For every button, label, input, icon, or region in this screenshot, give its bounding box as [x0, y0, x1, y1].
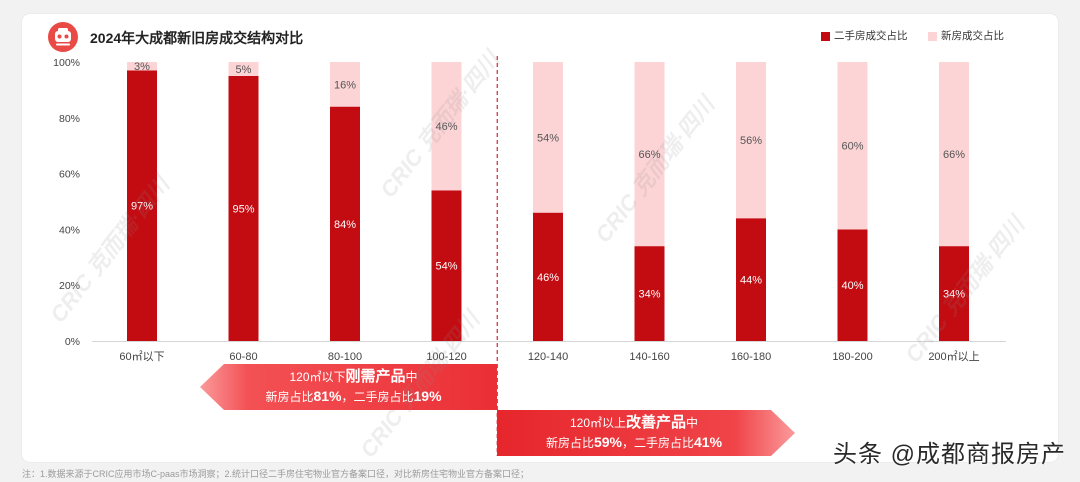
bar-new-home-8 [939, 62, 969, 247]
x-tick-label-7: 180-200 [832, 351, 872, 363]
annotation-label-2: ，二手房占比 [622, 436, 695, 450]
y-tick-label-3: 60% [59, 169, 80, 181]
data-label-new-home-1: 5% [236, 64, 252, 76]
footnote: 注：1.数据来源于CRIC应用市场C-paas市场洞察；2.统计口径二手房住宅物… [22, 469, 530, 479]
annotation-emphasis: 改善产品 [626, 414, 687, 431]
legend-label-new-home: 新房成交占比 [941, 30, 1004, 42]
data-label-second-hand-1: 95% [232, 203, 254, 215]
y-tick-label-0: 0% [65, 336, 80, 348]
bar-second-hand-0 [127, 70, 157, 342]
annotation-banner-below-120: 120㎡以下刚需产品中 新房占比81%，二手房占比19% [200, 364, 497, 410]
data-label-new-home-3: 46% [435, 121, 457, 133]
bar-new-home-4 [533, 62, 563, 213]
x-tick-label-6: 160-180 [731, 351, 771, 363]
legend-item-second-hand: 二手房成交占比 [821, 29, 908, 43]
legend-item-new-home: 新房成交占比 [928, 29, 1004, 43]
annotation-banner-above-120: 120㎡以上改善产品中 新房占比59%，二手房占比41% [497, 410, 795, 456]
annotation-line-1: 120㎡以上改善产品中 [570, 413, 698, 433]
bar-second-hand-6 [736, 218, 766, 341]
data-label-new-home-2: 16% [334, 79, 356, 91]
bar-second-hand-4 [533, 212, 563, 341]
bar-second-hand-5 [634, 246, 665, 341]
chart-title: 2024年大成都新旧房成交结构对比 [90, 30, 304, 46]
annotation-suffix: 中 [405, 370, 418, 384]
data-label-new-home-0: 3% [134, 61, 150, 73]
annotation-line-2: 新房占比59%，二手房占比41% [546, 433, 722, 453]
annotation-prefix: 120㎡以上 [569, 416, 626, 430]
annotation-value-1: 59% [593, 434, 622, 450]
legend-label-second-hand: 二手房成交占比 [834, 30, 908, 42]
data-label-second-hand-2: 84% [334, 219, 356, 231]
data-label-new-home-4: 54% [537, 132, 559, 144]
y-tick-label-5: 100% [53, 57, 80, 69]
data-label-second-hand-7: 40% [841, 280, 863, 292]
house-logo-icon [48, 22, 78, 52]
data-label-second-hand-6: 44% [740, 275, 762, 287]
x-tick-label-8: 200㎡以上 [928, 350, 979, 363]
x-tick-label-0: 60㎡以下 [119, 350, 164, 363]
annotation-line-1: 120㎡以下刚需产品中 [289, 367, 417, 387]
data-label-new-home-6: 56% [740, 135, 762, 147]
data-label-new-home-8: 66% [943, 149, 965, 161]
bar-second-hand-2 [330, 106, 360, 341]
annotation-suffix: 中 [686, 416, 699, 430]
data-label-second-hand-4: 46% [537, 272, 559, 284]
data-label-second-hand-5: 34% [638, 289, 660, 301]
source-watermark: 头条 @成都商报房产 [832, 441, 1066, 468]
bar-new-home-5 [634, 62, 665, 247]
x-tick-label-1: 60-80 [229, 351, 257, 363]
y-tick-label-1: 20% [59, 280, 80, 292]
annotation-emphasis: 刚需产品 [345, 368, 406, 385]
legend-swatch-second-hand [821, 31, 830, 41]
x-tick-label-3: 100-120 [426, 351, 466, 363]
annotation-prefix: 120㎡以下 [289, 370, 346, 384]
x-tick-label-4: 120-140 [528, 351, 568, 363]
annotation-value-2: 41% [694, 434, 723, 450]
bar-second-hand-3 [431, 190, 462, 341]
y-tick-label-2: 40% [59, 224, 80, 236]
legend-swatch-new-home [928, 31, 937, 41]
bar-new-home-6 [736, 62, 766, 219]
bar-new-home-1 [228, 62, 259, 76]
y-tick-label-4: 80% [59, 113, 80, 125]
annotation-line-2: 新房占比81%，二手房占比19% [265, 387, 441, 407]
bar-new-home-0 [127, 62, 157, 71]
bar-new-home-3 [431, 62, 462, 191]
annotation-value-1: 81% [313, 388, 342, 404]
annotation-value-2: 19% [413, 388, 442, 404]
annotation-label-2: ，二手房占比 [341, 390, 414, 404]
data-label-new-home-7: 60% [841, 141, 863, 153]
data-label-new-home-5: 66% [638, 149, 660, 161]
bar-new-home-7 [837, 62, 868, 230]
annotation-label-1: 新房占比 [265, 390, 314, 404]
data-label-second-hand-8: 34% [943, 289, 965, 301]
bar-second-hand-7 [837, 229, 868, 341]
x-tick-label-2: 80-100 [328, 351, 362, 363]
bar-second-hand-8 [939, 246, 969, 341]
annotation-label-1: 新房占比 [545, 436, 594, 450]
bar-second-hand-1 [228, 75, 259, 341]
bar-new-home-2 [330, 62, 360, 107]
data-label-second-hand-3: 54% [435, 261, 457, 273]
data-label-second-hand-0: 97% [131, 201, 153, 213]
x-tick-label-5: 140-160 [629, 351, 669, 363]
